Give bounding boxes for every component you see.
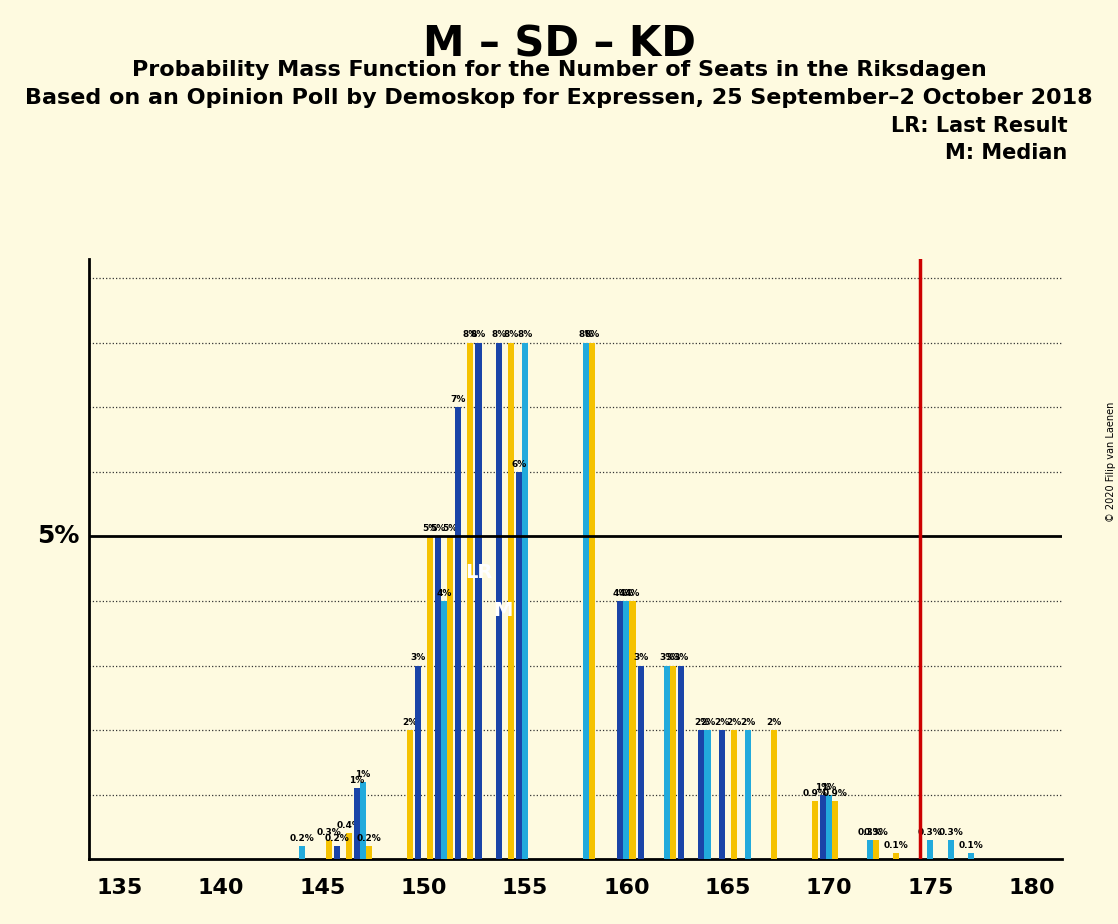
Text: 3%: 3% bbox=[660, 653, 674, 663]
Bar bbox=[679, 665, 684, 859]
Bar bbox=[731, 730, 737, 859]
Text: LR: LR bbox=[465, 563, 492, 581]
Bar bbox=[475, 343, 482, 859]
Text: 3%: 3% bbox=[673, 653, 689, 663]
Bar bbox=[745, 730, 751, 859]
Text: 2%: 2% bbox=[402, 718, 417, 727]
Text: 0.2%: 0.2% bbox=[357, 834, 381, 844]
Bar bbox=[360, 782, 366, 859]
Bar bbox=[354, 788, 360, 859]
Text: 3%: 3% bbox=[410, 653, 425, 663]
Text: 8%: 8% bbox=[491, 331, 506, 339]
Bar bbox=[522, 343, 528, 859]
Text: 8%: 8% bbox=[471, 331, 486, 339]
Text: Probability Mass Function for the Number of Seats in the Riksdagen: Probability Mass Function for the Number… bbox=[132, 60, 986, 80]
Text: 5%: 5% bbox=[423, 524, 437, 533]
Bar bbox=[637, 665, 644, 859]
Bar bbox=[300, 846, 305, 859]
Text: 0.4%: 0.4% bbox=[337, 821, 361, 831]
Text: 0.3%: 0.3% bbox=[316, 828, 341, 837]
Bar bbox=[427, 537, 433, 859]
Text: 2%: 2% bbox=[714, 718, 729, 727]
Text: M – SD – KD: M – SD – KD bbox=[423, 23, 695, 65]
Text: 0.3%: 0.3% bbox=[863, 828, 888, 837]
Bar bbox=[415, 665, 420, 859]
Bar bbox=[948, 840, 954, 859]
Text: 3%: 3% bbox=[633, 653, 648, 663]
Text: M: Median: M: Median bbox=[946, 143, 1068, 164]
Bar bbox=[455, 407, 462, 859]
Bar bbox=[866, 840, 873, 859]
Bar bbox=[826, 795, 832, 859]
Bar bbox=[495, 343, 502, 859]
Text: 4%: 4% bbox=[625, 589, 641, 598]
Text: 0.1%: 0.1% bbox=[883, 841, 908, 850]
Bar bbox=[617, 601, 624, 859]
Bar bbox=[366, 846, 372, 859]
Text: 3%: 3% bbox=[665, 653, 681, 663]
Text: 2%: 2% bbox=[727, 718, 741, 727]
Bar bbox=[893, 853, 899, 859]
Bar bbox=[873, 840, 879, 859]
Text: LR: Last Result: LR: Last Result bbox=[891, 116, 1068, 136]
Text: M: M bbox=[493, 602, 512, 620]
Bar bbox=[440, 601, 447, 859]
Text: 4%: 4% bbox=[618, 589, 634, 598]
Bar bbox=[624, 601, 629, 859]
Bar bbox=[832, 801, 838, 859]
Text: 0.3%: 0.3% bbox=[938, 828, 963, 837]
Text: Based on an Opinion Poll by Demoskop for Expressen, 25 September–2 October 2018: Based on an Opinion Poll by Demoskop for… bbox=[26, 88, 1092, 108]
Bar bbox=[968, 853, 974, 859]
Text: 0.2%: 0.2% bbox=[324, 834, 349, 844]
Text: 0.9%: 0.9% bbox=[803, 789, 827, 798]
Text: 8%: 8% bbox=[518, 331, 533, 339]
Bar bbox=[629, 601, 635, 859]
Text: 2%: 2% bbox=[700, 718, 716, 727]
Bar bbox=[719, 730, 724, 859]
Bar bbox=[407, 730, 413, 859]
Text: 5%: 5% bbox=[443, 524, 457, 533]
Text: 1%: 1% bbox=[822, 783, 836, 792]
Text: 0.2%: 0.2% bbox=[290, 834, 314, 844]
Text: 7%: 7% bbox=[451, 395, 466, 404]
Text: 1%: 1% bbox=[815, 783, 831, 792]
Bar bbox=[435, 537, 440, 859]
Text: 0.9%: 0.9% bbox=[823, 789, 847, 798]
Text: 5%: 5% bbox=[37, 525, 79, 549]
Bar bbox=[670, 665, 676, 859]
Bar bbox=[812, 801, 818, 859]
Text: 8%: 8% bbox=[585, 331, 599, 339]
Bar bbox=[699, 730, 704, 859]
Bar bbox=[589, 343, 595, 859]
Text: 0.1%: 0.1% bbox=[958, 841, 984, 850]
Bar bbox=[447, 537, 453, 859]
Text: 4%: 4% bbox=[613, 589, 628, 598]
Bar bbox=[582, 343, 589, 859]
Text: 6%: 6% bbox=[511, 459, 527, 468]
Bar bbox=[704, 730, 711, 859]
Bar bbox=[927, 840, 934, 859]
Text: 8%: 8% bbox=[503, 331, 519, 339]
Text: 5%: 5% bbox=[430, 524, 446, 533]
Bar bbox=[664, 665, 670, 859]
Bar bbox=[508, 343, 514, 859]
Text: 4%: 4% bbox=[436, 589, 452, 598]
Bar bbox=[345, 833, 352, 859]
Bar bbox=[517, 472, 522, 859]
Text: 2%: 2% bbox=[740, 718, 756, 727]
Text: 0.3%: 0.3% bbox=[858, 828, 882, 837]
Text: 1%: 1% bbox=[356, 770, 371, 779]
Text: 1%: 1% bbox=[349, 776, 364, 785]
Text: 2%: 2% bbox=[767, 718, 781, 727]
Bar bbox=[325, 840, 332, 859]
Text: 8%: 8% bbox=[463, 331, 479, 339]
Bar bbox=[467, 343, 473, 859]
Text: 2%: 2% bbox=[694, 718, 709, 727]
Bar bbox=[771, 730, 777, 859]
Bar bbox=[819, 795, 826, 859]
Bar bbox=[333, 846, 340, 859]
Text: 8%: 8% bbox=[578, 331, 594, 339]
Text: © 2020 Filip van Laenen: © 2020 Filip van Laenen bbox=[1106, 402, 1116, 522]
Text: 0.3%: 0.3% bbox=[918, 828, 942, 837]
